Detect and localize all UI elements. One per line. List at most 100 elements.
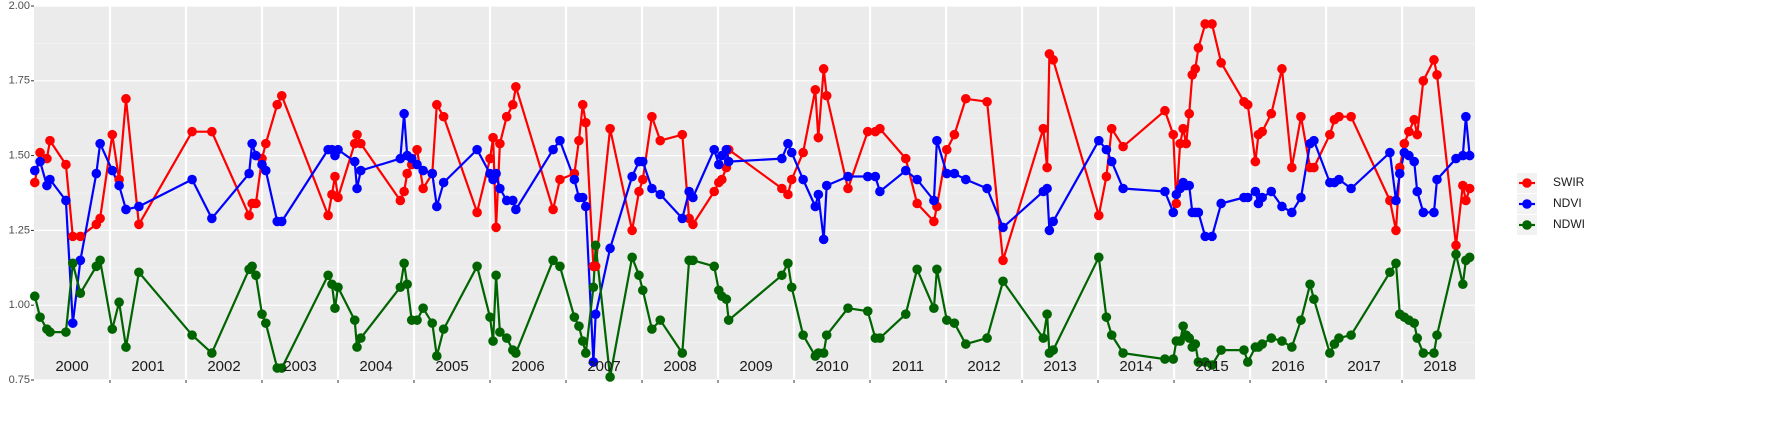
point: [1190, 64, 1201, 74]
point: [862, 126, 873, 137]
x-tick-label: 2011: [892, 358, 924, 375]
x-tick-label: 2015: [1195, 358, 1228, 375]
point: [1193, 43, 1204, 53]
point: [580, 348, 591, 358]
point: [121, 93, 131, 104]
point: [35, 312, 45, 322]
point: [1277, 336, 1287, 346]
point: [1309, 162, 1319, 173]
point: [605, 123, 615, 134]
point: [1418, 348, 1429, 358]
point: [1175, 336, 1185, 346]
point: [207, 126, 217, 137]
point: [412, 159, 422, 170]
point: [1118, 183, 1128, 194]
point: [45, 327, 55, 337]
point: [982, 183, 992, 194]
point: [330, 171, 340, 182]
point: [929, 216, 939, 227]
point: [1118, 141, 1128, 152]
point: [555, 135, 565, 146]
point: [929, 195, 939, 206]
x-tick-label: 2018: [1423, 358, 1456, 375]
point: [418, 303, 428, 313]
point: [247, 138, 257, 149]
point: [1168, 354, 1179, 364]
point: [35, 147, 45, 158]
point: [998, 276, 1008, 287]
point: [485, 312, 495, 322]
point: [1266, 186, 1277, 197]
point: [1296, 111, 1306, 122]
point: [356, 165, 366, 176]
point: [501, 111, 512, 122]
point: [1277, 64, 1287, 74]
point: [1429, 207, 1439, 218]
point: [472, 207, 482, 218]
x-tick-label: 2005: [435, 358, 468, 375]
point: [605, 372, 615, 382]
point: [488, 132, 498, 143]
point: [709, 261, 720, 272]
point: [1464, 252, 1475, 263]
point: [402, 279, 412, 290]
point: [723, 156, 734, 167]
point: [647, 183, 657, 194]
point: [1325, 129, 1335, 140]
point: [187, 126, 197, 137]
point: [1101, 171, 1112, 182]
x-tick-label: 2009: [739, 358, 772, 375]
point: [1242, 192, 1253, 203]
point: [61, 327, 71, 337]
point: [29, 165, 40, 176]
x-tick-label: 2017: [1347, 358, 1380, 375]
point: [121, 342, 131, 352]
point: [495, 138, 505, 149]
point: [247, 261, 257, 272]
point: [35, 156, 45, 167]
point: [818, 348, 829, 358]
point: [323, 270, 333, 281]
point: [798, 174, 808, 185]
point: [1257, 192, 1267, 203]
point: [495, 327, 505, 337]
point: [777, 270, 787, 281]
point: [932, 264, 942, 275]
point: [1412, 333, 1423, 343]
point: [356, 138, 366, 149]
x-tick-label: 2013: [1043, 358, 1076, 375]
point: [261, 165, 271, 176]
point: [1193, 357, 1204, 367]
point: [1257, 339, 1267, 349]
point: [548, 255, 558, 266]
point: [713, 159, 724, 170]
point: [1093, 252, 1104, 263]
point: [432, 201, 442, 212]
point: [261, 138, 271, 149]
point: [912, 264, 922, 275]
point: [941, 315, 952, 325]
point: [569, 312, 580, 322]
point: [511, 204, 521, 215]
point: [399, 108, 409, 119]
point: [688, 192, 698, 203]
point: [627, 252, 637, 263]
point: [187, 174, 197, 185]
point: [577, 336, 588, 346]
point: [1048, 216, 1058, 227]
point: [488, 336, 498, 346]
point: [29, 291, 40, 302]
y-tick-label: 1.25: [9, 224, 30, 236]
point: [511, 348, 521, 358]
point: [1409, 318, 1419, 328]
point: [134, 201, 144, 212]
point: [810, 84, 821, 95]
point: [1451, 240, 1461, 251]
point: [875, 186, 885, 197]
point: [1346, 111, 1356, 122]
point: [1418, 76, 1429, 86]
point: [777, 183, 787, 194]
point: [810, 201, 821, 212]
point: [114, 297, 124, 308]
